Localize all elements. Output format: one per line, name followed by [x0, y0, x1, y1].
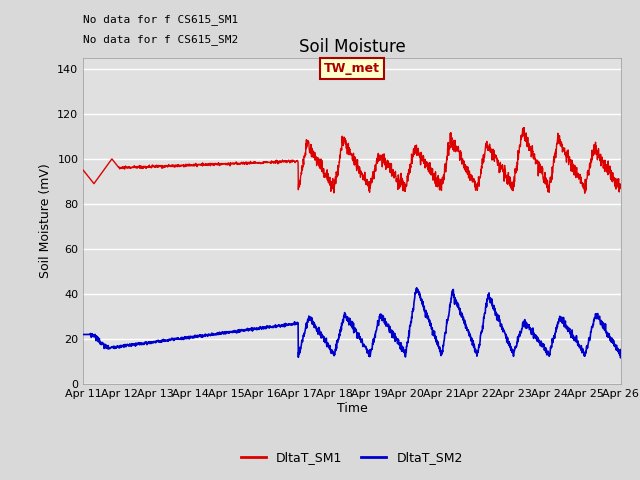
DltaT_SM1: [107, 158, 115, 164]
DltaT_SM1: [502, 174, 510, 180]
DltaT_SM2: [79, 332, 87, 337]
X-axis label: Time: Time: [337, 402, 367, 415]
DltaT_SM1: [340, 136, 348, 142]
DltaT_SM1: [602, 165, 609, 171]
Text: TW_met: TW_met: [324, 62, 380, 75]
Line: DltaT_SM1: DltaT_SM1: [83, 128, 621, 193]
Text: No data for f CS615_SM2: No data for f CS615_SM2: [83, 34, 239, 45]
DltaT_SM2: [413, 285, 420, 291]
DltaT_SM1: [602, 165, 609, 171]
Text: No data for f CS615_SM1: No data for f CS615_SM1: [83, 14, 239, 25]
Y-axis label: Soil Moisture (mV): Soil Moisture (mV): [38, 163, 52, 278]
DltaT_SM2: [602, 321, 609, 327]
DltaT_SM1: [581, 191, 589, 196]
DltaT_SM2: [503, 339, 511, 345]
DltaT_SM1: [326, 180, 334, 186]
DltaT_SM2: [617, 353, 625, 359]
Line: DltaT_SM2: DltaT_SM2: [83, 288, 621, 358]
Legend: DltaT_SM1, DltaT_SM2: DltaT_SM1, DltaT_SM2: [236, 446, 468, 469]
DltaT_SM1: [520, 125, 528, 131]
DltaT_SM2: [602, 328, 609, 334]
DltaT_SM2: [326, 346, 334, 352]
DltaT_SM2: [340, 310, 348, 315]
DltaT_SM2: [617, 355, 625, 361]
DltaT_SM2: [107, 345, 115, 351]
DltaT_SM1: [79, 167, 87, 173]
DltaT_SM1: [617, 186, 625, 192]
Title: Soil Moisture: Soil Moisture: [299, 38, 405, 56]
